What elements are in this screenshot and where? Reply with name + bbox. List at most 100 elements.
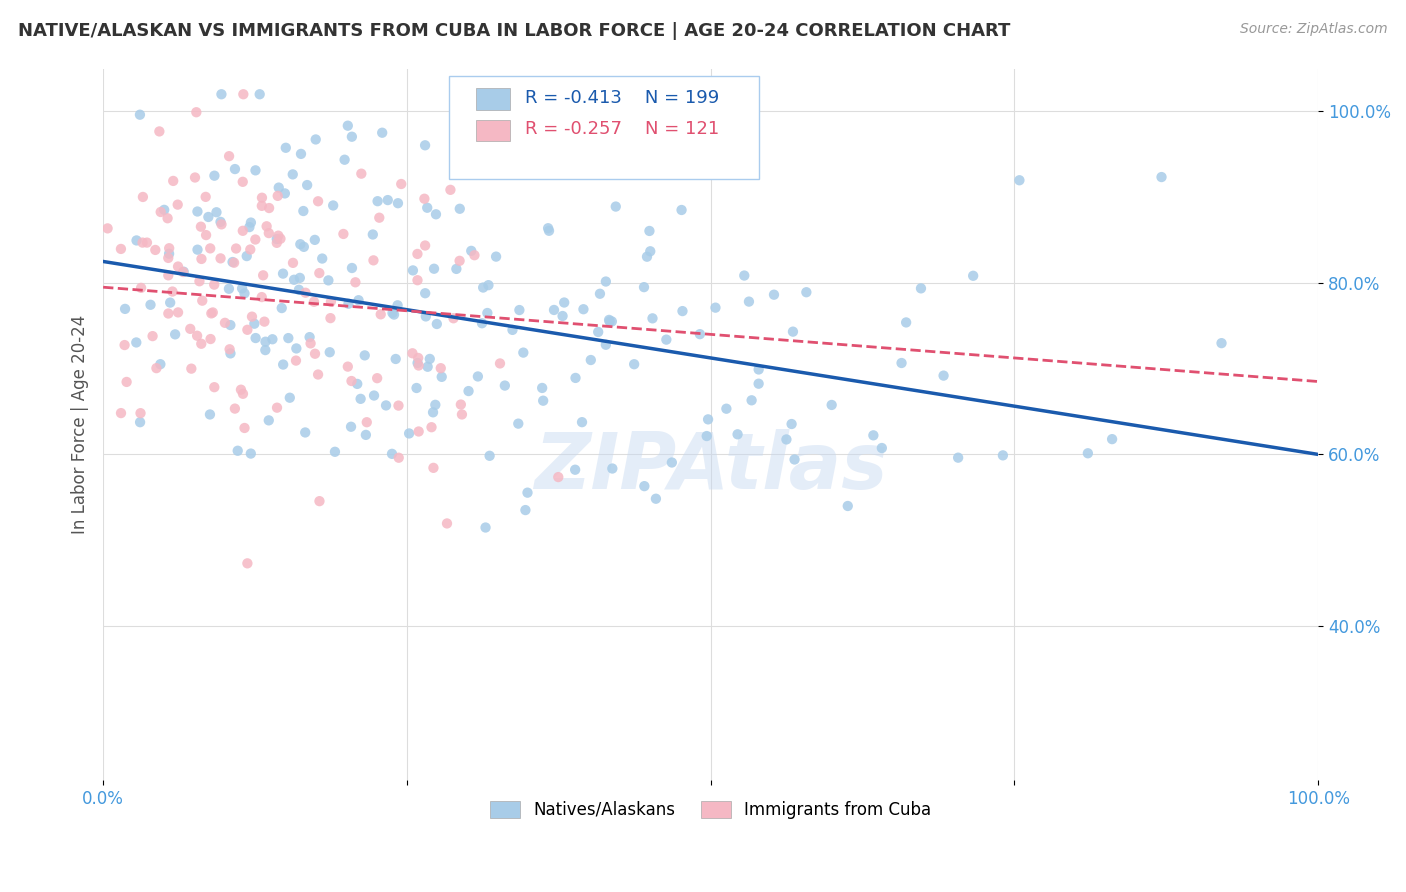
Point: [290, 237, 312, 252]
Point: [159, 295, 181, 310]
Point: [457, 384, 479, 398]
Point: [190, 219, 212, 234]
Point: [564, 371, 586, 385]
Point: [186, 243, 208, 257]
Point: [340, 419, 363, 434]
Point: [381, 447, 404, 461]
Point: [381, 306, 404, 320]
Point: [531, 393, 554, 408]
Point: [245, 233, 267, 247]
Point: [494, 378, 516, 392]
Point: [250, 199, 273, 213]
Point: [323, 444, 346, 458]
Point: [262, 332, 284, 346]
Point: [257, 201, 280, 215]
Point: [254, 343, 277, 357]
Point: [270, 301, 292, 315]
Point: [167, 305, 190, 319]
Point: [173, 265, 195, 279]
Point: [218, 282, 240, 296]
Point: [186, 105, 208, 120]
Point: [179, 322, 201, 336]
Point: [333, 153, 356, 167]
Text: NATIVE/ALASKAN VS IMMIGRANTS FROM CUBA IN LABOR FORCE | AGE 20-24 CORRELATION CH: NATIVE/ALASKAN VS IMMIGRANTS FROM CUBA I…: [18, 22, 1011, 40]
Point: [198, 408, 221, 422]
Point: [197, 210, 219, 224]
Point: [292, 240, 315, 254]
Point: [571, 415, 593, 429]
Bar: [477, 88, 510, 110]
Point: [796, 285, 818, 300]
Point: [460, 244, 482, 258]
Point: [201, 305, 224, 319]
Point: [337, 296, 360, 310]
Point: [408, 425, 430, 439]
Point: [240, 310, 263, 324]
Point: [398, 426, 420, 441]
Point: [451, 159, 474, 173]
Point: [267, 180, 290, 194]
Point: [232, 87, 254, 102]
Point: [249, 87, 271, 102]
Point: [209, 215, 232, 229]
Point: [762, 287, 785, 301]
Point: [422, 405, 444, 419]
Point: [202, 380, 225, 394]
Point: [572, 302, 595, 317]
Point: [894, 315, 917, 329]
Point: [423, 261, 446, 276]
Point: [224, 162, 246, 177]
Point: [200, 306, 222, 320]
Point: [401, 346, 423, 360]
Point: [266, 232, 288, 246]
Point: [600, 314, 623, 328]
Point: [136, 235, 159, 250]
Point: [598, 313, 620, 327]
Point: [295, 178, 318, 192]
Point: [214, 316, 236, 330]
Point: [186, 328, 208, 343]
Point: [494, 136, 516, 150]
Point: [186, 204, 208, 219]
Point: [195, 228, 218, 243]
Point: [143, 243, 166, 257]
Point: [148, 124, 170, 138]
Point: [413, 138, 436, 153]
Point: [413, 192, 436, 206]
Point: [219, 318, 242, 332]
Point: [157, 251, 180, 265]
Point: [1211, 336, 1233, 351]
Point: [129, 415, 152, 429]
Point: [416, 201, 439, 215]
Point: [267, 189, 290, 203]
Point: [354, 428, 377, 442]
Point: [114, 338, 136, 352]
Point: [605, 200, 627, 214]
Point: [633, 280, 655, 294]
Point: [188, 274, 211, 288]
Point: [406, 273, 429, 287]
Point: [638, 244, 661, 259]
Point: [129, 406, 152, 420]
Point: [243, 317, 266, 331]
Point: [202, 169, 225, 183]
Point: [478, 449, 501, 463]
Point: [655, 333, 678, 347]
Point: [172, 265, 194, 279]
Point: [278, 391, 301, 405]
Point: [307, 194, 329, 209]
Point: [449, 202, 471, 216]
Point: [436, 516, 458, 531]
Point: [165, 327, 187, 342]
Point: [245, 331, 267, 345]
Point: [890, 356, 912, 370]
Point: [191, 293, 214, 308]
Point: [218, 149, 240, 163]
Point: [707, 110, 730, 124]
Point: [298, 330, 321, 344]
Point: [426, 317, 449, 331]
Point: [281, 167, 304, 181]
Point: [367, 194, 389, 209]
Point: [406, 356, 429, 370]
Point: [271, 358, 294, 372]
